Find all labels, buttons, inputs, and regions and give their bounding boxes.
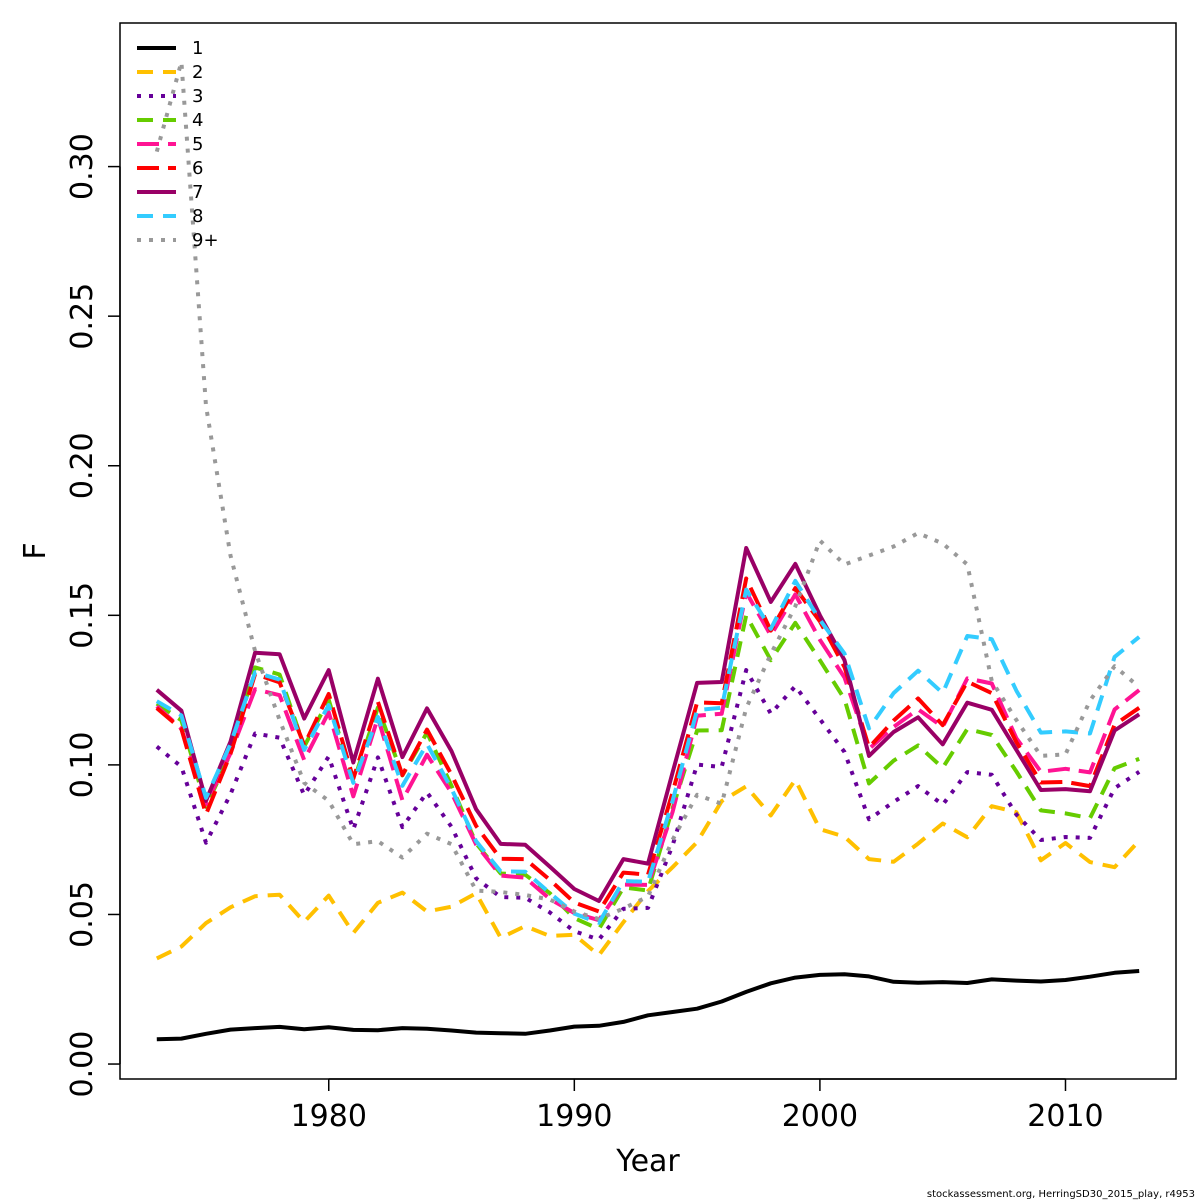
y-tick-label: 0.00 xyxy=(65,1031,100,1098)
y-tick-label: 0.15 xyxy=(65,582,100,649)
legend-label-6: 6 xyxy=(192,158,203,179)
x-tick-label: 1990 xyxy=(536,1099,612,1134)
x-axis-title: Year xyxy=(615,1144,680,1179)
y-tick-label: 0.10 xyxy=(65,731,100,798)
x-tick-label: 1980 xyxy=(291,1099,367,1134)
series-line-3 xyxy=(155,668,1141,942)
legend-label-9: 9+ xyxy=(192,230,219,251)
series-line-4 xyxy=(155,613,1140,932)
caption: stockassessment.org, HerringSD30_2015_pl… xyxy=(927,1189,1195,1200)
series-layer xyxy=(154,59,1141,1042)
x-tick-label: 2010 xyxy=(1027,1099,1103,1134)
y-tick-label: 0.25 xyxy=(65,283,100,350)
y-tick-label: 0.30 xyxy=(65,133,100,200)
series-line-1 xyxy=(156,969,1140,1042)
x-tick-label: 2000 xyxy=(782,1099,858,1134)
legend-label-8: 8 xyxy=(192,206,203,227)
y-tick-label: 0.05 xyxy=(65,881,100,948)
y-axis-title: F xyxy=(18,542,53,559)
y-tick-label: 0.20 xyxy=(65,432,100,499)
legend-label-5: 5 xyxy=(192,134,203,155)
legend-label-1: 1 xyxy=(192,38,203,59)
series-line-8 xyxy=(155,578,1141,925)
series-line-7 xyxy=(155,546,1141,903)
legend-label-4: 4 xyxy=(192,110,203,131)
legend-label-2: 2 xyxy=(192,62,203,83)
series-line-6 xyxy=(155,576,1141,914)
legend-label-7: 7 xyxy=(192,182,203,203)
legend: 1 2 3 4 5 6 7 8 9+ xyxy=(137,38,219,251)
x-axis: 1980 1990 2000 2010 xyxy=(291,1078,1104,1134)
y-axis: 0.00 0.05 0.10 0.15 0.20 0.25 0.30 xyxy=(65,133,121,1098)
legend-label-3: 3 xyxy=(192,86,203,107)
series-line-2 xyxy=(155,777,1141,961)
